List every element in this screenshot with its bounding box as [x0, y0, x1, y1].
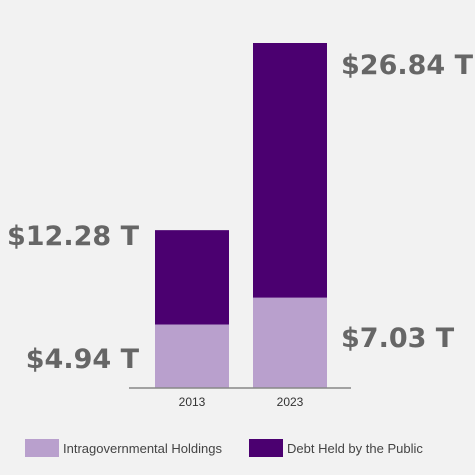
legend-swatch-intragovernmental	[25, 439, 59, 457]
bar-2023-public	[253, 43, 327, 298]
intragovernmental-label-2023: $7.03 T	[341, 323, 455, 354]
x-tick-2013: 2013	[179, 395, 206, 409]
bar-2023-intragovernmental	[253, 297, 327, 388]
legend-swatch-public	[249, 439, 283, 457]
bars-group	[155, 43, 327, 388]
x-tick-labels: 2013 2023	[179, 395, 304, 409]
data-labels-group: $12.28 T $4.94 T $26.84 T $7.03 T	[7, 50, 474, 375]
bar-2013-intragovernmental	[155, 324, 229, 388]
total-label-2023: $26.84 T	[341, 50, 474, 81]
legend: Intragovernmental Holdings Debt Held by t…	[25, 439, 423, 457]
total-label-2013: $12.28 T	[7, 221, 140, 252]
legend-label-public: Debt Held by the Public	[287, 441, 423, 456]
legend-label-intragovernmental: Intragovernmental Holdings	[63, 441, 222, 456]
bar-2013-public	[155, 230, 229, 325]
x-tick-2023: 2023	[277, 395, 304, 409]
intragovernmental-label-2013: $4.94 T	[26, 344, 140, 375]
